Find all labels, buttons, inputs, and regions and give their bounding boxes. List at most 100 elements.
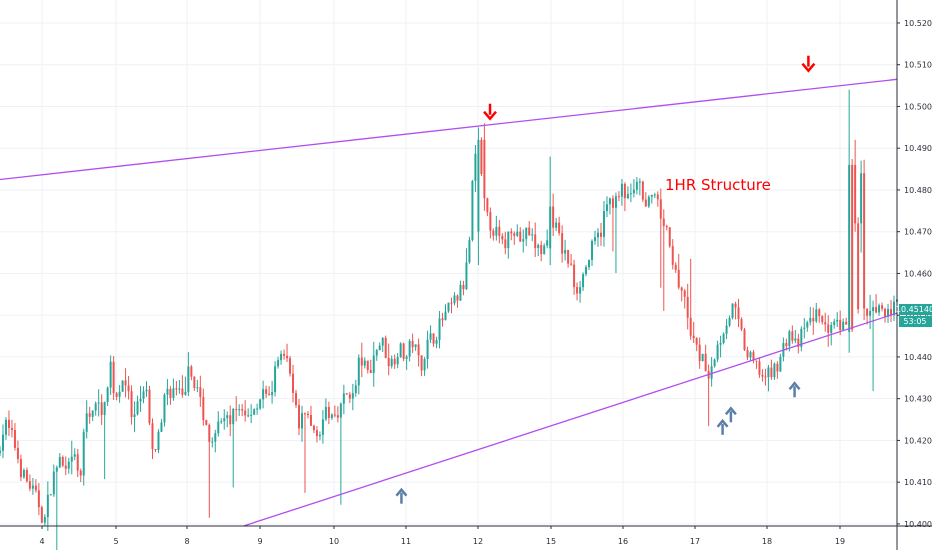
candle-body xyxy=(450,302,453,304)
candle-body xyxy=(776,363,779,372)
candle-body xyxy=(256,408,259,410)
candle-body xyxy=(181,388,184,395)
candle-body xyxy=(528,227,531,236)
candle-body xyxy=(223,418,226,422)
candle-body xyxy=(734,303,737,308)
candle-body xyxy=(315,430,318,437)
candle-body xyxy=(659,199,662,219)
candle-body xyxy=(483,139,486,199)
y-tick-label: 10.49000 xyxy=(904,144,932,153)
candle-body xyxy=(184,391,187,395)
y-tick-label: 10.48000 xyxy=(904,186,932,195)
candle-body xyxy=(259,399,262,409)
y-tick-label: 10.43000 xyxy=(904,395,932,404)
candle-body xyxy=(447,302,450,312)
candle-body xyxy=(31,485,34,489)
candle-body xyxy=(833,321,836,325)
x-tick-label: 17 xyxy=(690,537,700,546)
x-tick-label: 12 xyxy=(473,537,483,546)
arrow-head xyxy=(801,62,816,73)
candle-body xyxy=(190,366,193,377)
sell-arrow-2 xyxy=(801,55,816,73)
candle-body xyxy=(193,376,196,388)
candle-body xyxy=(773,363,776,378)
candle-body xyxy=(504,239,507,249)
candle-body xyxy=(516,231,519,236)
candle-body xyxy=(49,494,52,496)
candle-body xyxy=(543,245,546,255)
candle-body xyxy=(387,358,390,367)
candle-body xyxy=(537,245,540,249)
candle-body xyxy=(130,391,133,418)
candle-body xyxy=(608,198,611,205)
candle-body xyxy=(286,355,289,359)
candle-body xyxy=(716,344,719,360)
x-tick-label: 8 xyxy=(184,537,189,546)
candle-body xyxy=(142,391,145,399)
candle-body xyxy=(845,321,848,325)
candle-body xyxy=(635,182,638,190)
candle-body xyxy=(791,331,794,341)
candle-body xyxy=(513,233,516,236)
candle-body xyxy=(806,322,809,328)
x-tick-label: 4 xyxy=(39,537,44,546)
upper-resistance-line xyxy=(0,78,898,181)
candle-body xyxy=(339,403,342,418)
candle-body xyxy=(1,434,4,451)
candle-body xyxy=(324,407,327,420)
candle-body xyxy=(492,230,495,236)
candle-body xyxy=(399,343,402,358)
x-tick-label: 19 xyxy=(835,537,845,546)
candle-body xyxy=(321,419,324,435)
candle-body xyxy=(432,333,435,344)
candle-body xyxy=(474,153,477,181)
candle-body xyxy=(477,139,480,232)
y-tick-label: 10.40000 xyxy=(904,520,932,529)
candle-body xyxy=(238,409,241,411)
bar-countdown-label: 53:05 xyxy=(903,317,926,326)
candle-body xyxy=(40,507,43,523)
candle-body xyxy=(558,222,561,234)
candle-body xyxy=(788,331,791,347)
candle-body xyxy=(743,329,746,350)
candle-body xyxy=(471,180,474,241)
candle-body xyxy=(576,287,579,294)
candle-body xyxy=(797,338,800,347)
candle-body xyxy=(585,267,588,275)
candle-body xyxy=(884,308,887,317)
candle-body xyxy=(64,465,67,469)
arrow-head xyxy=(395,487,408,497)
candle-body xyxy=(701,353,704,362)
candle-body xyxy=(818,309,821,317)
candle-body xyxy=(468,240,471,263)
candle-body xyxy=(662,218,665,227)
candle-body xyxy=(85,413,88,432)
candle-body xyxy=(345,393,348,395)
candle-body xyxy=(112,361,115,394)
candle-body xyxy=(866,308,869,316)
candle-body xyxy=(875,307,878,313)
candle-body xyxy=(644,199,647,207)
candle-body xyxy=(226,415,229,419)
candle-body xyxy=(570,263,573,265)
grid xyxy=(0,0,897,526)
candle-body xyxy=(698,344,701,362)
y-tick-label: 10.51000 xyxy=(904,61,932,70)
candle-body xyxy=(43,517,46,523)
candle-body xyxy=(611,198,614,208)
candle-body xyxy=(366,360,369,370)
candle-body xyxy=(668,227,671,247)
x-tick-label: 16 xyxy=(618,537,628,546)
buy-arrow-3 xyxy=(724,406,737,423)
candle-body xyxy=(280,353,283,361)
candle-body xyxy=(602,211,605,237)
candle-body xyxy=(333,414,336,416)
candle-body xyxy=(360,357,363,366)
candle-body xyxy=(438,318,441,341)
candle-body xyxy=(124,380,127,386)
candle-body xyxy=(653,194,656,196)
candle-body xyxy=(229,415,232,425)
y-tick-label: 10.45000 xyxy=(904,311,932,320)
candle-body xyxy=(381,337,384,346)
candle-body xyxy=(815,309,818,322)
